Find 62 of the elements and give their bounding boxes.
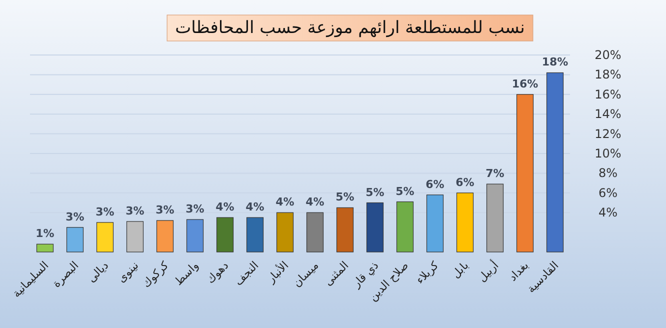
data-label: 5% [336, 190, 354, 204]
y-tick-label: 18% [594, 68, 622, 82]
data-label: 7% [486, 167, 504, 180]
bar [516, 94, 534, 252]
x-tick-label: دهوك [204, 258, 232, 286]
bar [426, 194, 444, 252]
y-tick-label: 10% [594, 146, 622, 160]
bar [246, 217, 264, 252]
data-label: 4% [306, 196, 324, 209]
x-tick-label: الأنبار [263, 258, 292, 286]
bar [546, 72, 564, 252]
x-tick-label: ديالى [85, 258, 112, 285]
bar [276, 212, 294, 252]
bar [396, 201, 414, 252]
data-label: 4% [276, 196, 294, 209]
data-label: 3% [126, 204, 144, 218]
x-tick-label: واسط [172, 258, 202, 288]
bar [186, 219, 204, 252]
bar [156, 220, 174, 252]
bar [336, 207, 354, 252]
x-tick-label: بغداد [506, 258, 532, 284]
y-tick-label: 12% [594, 126, 622, 141]
data-label: 4% [216, 200, 234, 214]
x-tick-label: المثنى [322, 258, 352, 288]
data-label: 16% [512, 77, 538, 90]
data-label: 4% [246, 200, 264, 214]
bar [456, 192, 474, 252]
y-tick-label: 4% [598, 206, 618, 220]
x-tick-label: النجف [232, 258, 262, 288]
bar [66, 227, 84, 252]
y-tick-label: 6% [598, 186, 618, 200]
x-tick-label: ذي قار [349, 258, 382, 291]
data-label: 3% [186, 202, 204, 216]
chart-title: نسب للمستطلعة ارائهم موزعة حسب المحافظات [175, 18, 525, 38]
x-tick-label: أربيل [474, 258, 502, 284]
bar [36, 244, 54, 252]
bar [216, 217, 234, 252]
y-tick-label: 20% [594, 48, 622, 62]
x-tick-label: نينوى [114, 258, 142, 286]
y-tick-label: 16% [594, 87, 622, 102]
bar [96, 222, 114, 252]
data-label: 1% [36, 227, 54, 240]
x-tick-label: كربلاء [413, 258, 442, 287]
data-label: 3% [156, 203, 174, 216]
data-label: 5% [366, 186, 384, 199]
x-tick-label: السليمانية [10, 258, 52, 300]
data-label: 6% [426, 178, 444, 191]
x-tick-label: بابل [449, 258, 472, 281]
data-label: 3% [96, 205, 114, 218]
data-label: 18% [542, 56, 568, 69]
bar [126, 221, 144, 252]
bar [306, 212, 324, 252]
x-tick-label: ميسان [290, 258, 322, 290]
data-label: 6% [456, 176, 474, 189]
y-tick-label: 8% [598, 166, 618, 180]
x-tick-label: البصرة [50, 258, 82, 290]
bar [366, 202, 384, 252]
x-tick-label: كركوك [140, 258, 172, 290]
y-tick-label: 14% [594, 107, 622, 122]
data-label: 5% [396, 184, 414, 198]
data-label: 3% [66, 210, 84, 224]
bar [486, 184, 504, 252]
